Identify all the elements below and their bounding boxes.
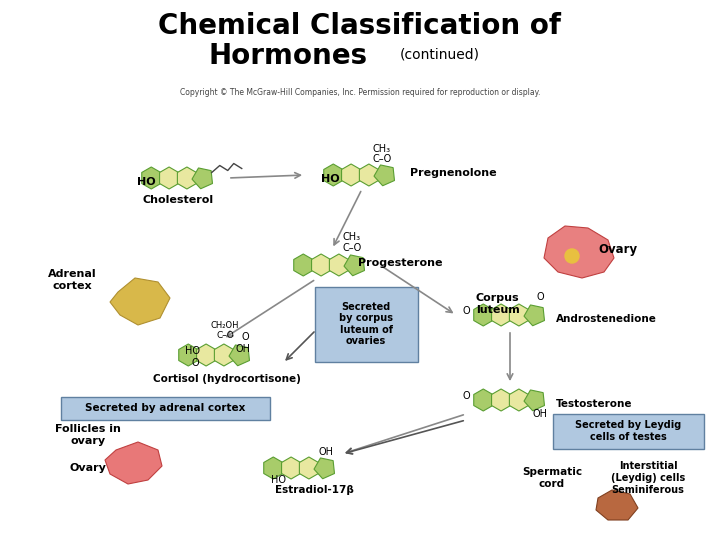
Polygon shape bbox=[177, 167, 197, 189]
Text: Chemical Classification of: Chemical Classification of bbox=[158, 12, 562, 40]
Polygon shape bbox=[596, 490, 638, 520]
Polygon shape bbox=[264, 457, 283, 479]
Polygon shape bbox=[314, 458, 335, 479]
Polygon shape bbox=[192, 168, 212, 189]
Text: Ovary: Ovary bbox=[70, 463, 107, 473]
Text: Adrenal
cortex: Adrenal cortex bbox=[48, 269, 96, 291]
Text: CH₃: CH₃ bbox=[343, 232, 361, 242]
Polygon shape bbox=[324, 164, 343, 186]
Text: (continued): (continued) bbox=[400, 47, 480, 61]
Text: Interstitial
(Leydig) cells
Seminiferous: Interstitial (Leydig) cells Seminiferous bbox=[611, 461, 685, 495]
Polygon shape bbox=[110, 278, 170, 325]
Polygon shape bbox=[524, 390, 544, 411]
Polygon shape bbox=[142, 167, 161, 189]
Polygon shape bbox=[179, 344, 198, 366]
Text: Secreted by Leydig
cells of testes: Secreted by Leydig cells of testes bbox=[575, 420, 681, 442]
Text: O: O bbox=[462, 391, 470, 401]
Polygon shape bbox=[344, 255, 364, 276]
Polygon shape bbox=[492, 304, 510, 326]
Text: CH₃: CH₃ bbox=[373, 144, 391, 154]
Text: Androstenedione: Androstenedione bbox=[556, 314, 657, 324]
Polygon shape bbox=[359, 164, 379, 186]
Text: Cortisol (hydrocortisone): Cortisol (hydrocortisone) bbox=[153, 374, 301, 384]
Polygon shape bbox=[294, 254, 312, 276]
Circle shape bbox=[565, 249, 579, 263]
Polygon shape bbox=[160, 167, 179, 189]
Polygon shape bbox=[300, 457, 318, 479]
Text: Ovary: Ovary bbox=[598, 244, 637, 256]
Text: Cholesterol: Cholesterol bbox=[143, 195, 214, 205]
Text: Hormones: Hormones bbox=[208, 42, 368, 70]
Text: C–O: C–O bbox=[343, 243, 361, 253]
Polygon shape bbox=[474, 304, 492, 326]
Text: Corpus
luteum: Corpus luteum bbox=[476, 293, 520, 315]
Text: OH: OH bbox=[533, 409, 547, 419]
Text: O: O bbox=[241, 332, 249, 342]
Text: O: O bbox=[462, 306, 470, 316]
Text: HO: HO bbox=[137, 177, 156, 187]
Polygon shape bbox=[509, 389, 528, 411]
Text: OH: OH bbox=[235, 344, 251, 354]
Text: Pregnenolone: Pregnenolone bbox=[410, 168, 497, 178]
Polygon shape bbox=[229, 345, 249, 366]
Text: Secreted
by corpus
luteum of
ovaries: Secreted by corpus luteum of ovaries bbox=[339, 302, 393, 346]
FancyBboxPatch shape bbox=[60, 396, 269, 420]
Polygon shape bbox=[197, 344, 215, 366]
Polygon shape bbox=[509, 304, 528, 326]
Polygon shape bbox=[215, 344, 233, 366]
Polygon shape bbox=[341, 164, 361, 186]
Polygon shape bbox=[312, 254, 330, 276]
Polygon shape bbox=[524, 305, 544, 326]
Text: Follicles in
ovary: Follicles in ovary bbox=[55, 424, 121, 446]
Polygon shape bbox=[544, 226, 614, 278]
Text: HO: HO bbox=[320, 174, 339, 184]
FancyBboxPatch shape bbox=[552, 414, 703, 449]
Text: O: O bbox=[192, 358, 199, 368]
Polygon shape bbox=[329, 254, 348, 276]
Text: Secreted by adrenal cortex: Secreted by adrenal cortex bbox=[85, 403, 246, 413]
Text: OH: OH bbox=[318, 447, 333, 457]
Text: O: O bbox=[536, 292, 544, 302]
Polygon shape bbox=[282, 457, 301, 479]
Text: C–O: C–O bbox=[372, 154, 392, 164]
Polygon shape bbox=[474, 389, 492, 411]
Text: Spermatic
cord: Spermatic cord bbox=[522, 467, 582, 489]
Text: Estradiol-17β: Estradiol-17β bbox=[274, 485, 354, 495]
Text: HO: HO bbox=[186, 346, 200, 356]
Text: C–O: C–O bbox=[216, 332, 234, 341]
Text: Testosterone: Testosterone bbox=[556, 399, 632, 409]
Text: Copyright © The McGraw-Hill Companies, Inc. Permission required for reproduction: Copyright © The McGraw-Hill Companies, I… bbox=[180, 88, 540, 97]
Polygon shape bbox=[105, 442, 162, 484]
Polygon shape bbox=[374, 165, 395, 186]
Text: Progesterone: Progesterone bbox=[358, 258, 443, 268]
Text: CH₂OH: CH₂OH bbox=[211, 321, 239, 329]
Text: HO: HO bbox=[271, 475, 286, 485]
Polygon shape bbox=[492, 389, 510, 411]
FancyBboxPatch shape bbox=[315, 287, 418, 361]
